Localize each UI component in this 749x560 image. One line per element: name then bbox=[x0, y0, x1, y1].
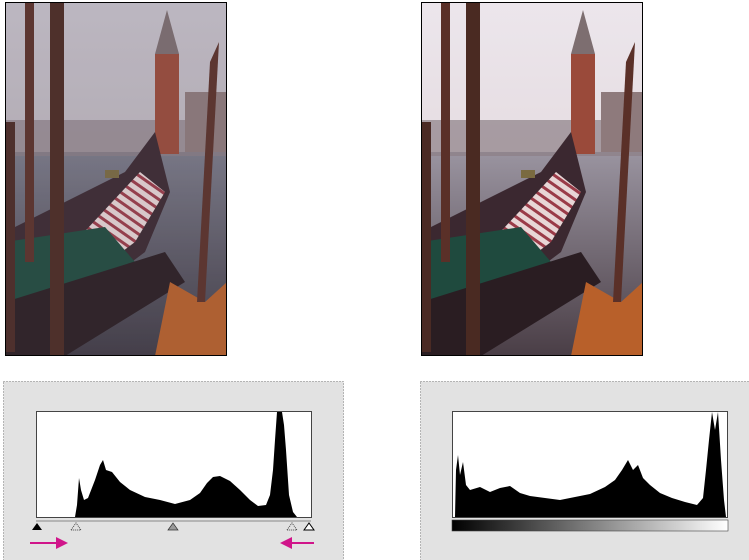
histogram bbox=[75, 412, 297, 517]
histogram bbox=[455, 412, 726, 517]
photo-after bbox=[421, 2, 643, 356]
histogram-panel-after bbox=[420, 381, 749, 560]
photo-before bbox=[5, 2, 227, 356]
histogram-panel-before bbox=[3, 381, 344, 560]
